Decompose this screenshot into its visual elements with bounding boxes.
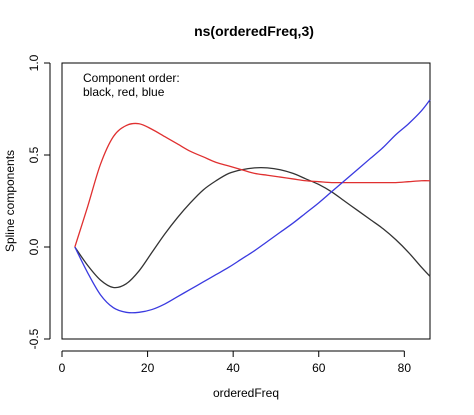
x-tick-label: 80: [398, 361, 412, 375]
y-tick-label: -0.5: [27, 328, 41, 349]
series-line-1: [74, 166, 431, 289]
y-axis: -0.5 0.0 0.5 1.0: [27, 54, 51, 349]
series-line-3: [74, 99, 431, 314]
annotation-line-2: black, red, blue: [83, 85, 165, 99]
series-layer: [74, 99, 431, 314]
x-tick-label: 40: [226, 361, 240, 375]
x-tick-label: 0: [59, 361, 66, 375]
x-axis: 0 20 40 60 80: [59, 350, 412, 375]
series-line-2: [74, 122, 431, 248]
y-tick-label: 0.0: [27, 238, 41, 255]
chart-title: ns(orderedFreq,3): [194, 23, 314, 39]
x-tick-label: 60: [312, 361, 326, 375]
y-tick-label: 0.5: [27, 146, 41, 163]
y-tick-label: 1.0: [27, 54, 41, 71]
x-tick-label: 20: [141, 361, 155, 375]
y-axis-label: Spline components: [3, 150, 17, 252]
plot-box: [61, 62, 431, 340]
x-axis-label: orderedFreq: [213, 386, 279, 400]
annotation-line-1: Component order:: [83, 71, 180, 85]
